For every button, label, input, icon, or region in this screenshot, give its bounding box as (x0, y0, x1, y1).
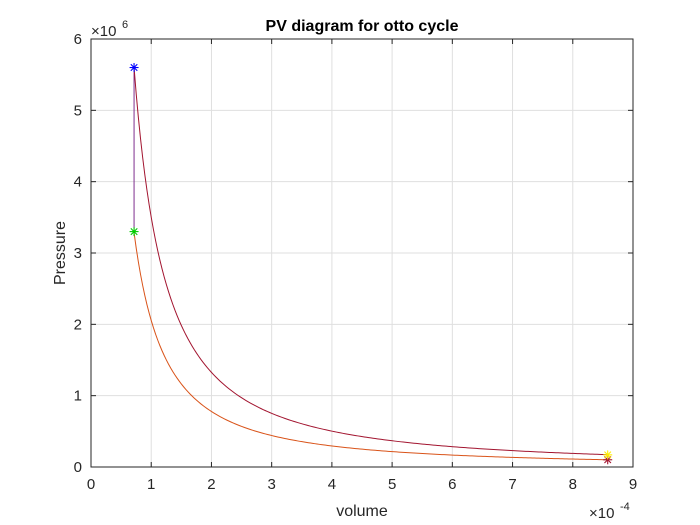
axes (90, 38, 634, 468)
y-tick-label: 0 (74, 459, 82, 476)
markers-group (129, 63, 613, 465)
y-tick-labels: 0 1 2 3 4 5 6 (74, 31, 82, 476)
x-tick-label: 4 (328, 476, 336, 493)
series-expansion (133, 67, 608, 456)
x-tick-label: 9 (629, 476, 637, 493)
x-tick-label: 3 (267, 476, 275, 493)
marker-stroke (130, 227, 138, 236)
series-group (133, 67, 609, 461)
marker-stroke (130, 63, 138, 72)
marker-state-2 (129, 227, 139, 237)
y-tick-label: 5 (74, 102, 82, 119)
y-exponent-base: ×10 (91, 23, 116, 40)
x-tick-label: 2 (207, 476, 215, 493)
marker-state-3 (129, 63, 139, 73)
x-tick-labels: 0 1 2 3 4 5 6 7 8 9 (87, 476, 637, 493)
y-tick-label: 4 (74, 174, 82, 191)
series-compression (133, 232, 608, 461)
marker-stroke (604, 451, 612, 459)
x-axis-label: volume (336, 503, 388, 520)
x-tick-label: 5 (388, 476, 396, 493)
x-exponent-power: -4 (620, 501, 630, 513)
y-axis-label: Pressure (52, 221, 69, 285)
marker-state-4 (603, 450, 613, 460)
y-tick-label: 1 (74, 388, 82, 405)
x-tick-label: 8 (569, 476, 577, 493)
x-exponent-base: ×10 (589, 505, 614, 522)
chart-title: PV diagram for otto cycle (266, 18, 459, 35)
x-tick-label: 1 (147, 476, 155, 493)
x-tick-label: 7 (508, 476, 516, 493)
y-tick-label: 3 (74, 245, 82, 262)
y-tick-label: 6 (74, 31, 82, 48)
y-tick-label: 2 (74, 316, 82, 333)
y-exponent-power: 6 (122, 19, 128, 31)
x-tick-label: 6 (448, 476, 456, 493)
plot-frame (90, 38, 634, 468)
x-tick-label: 0 (87, 476, 95, 493)
